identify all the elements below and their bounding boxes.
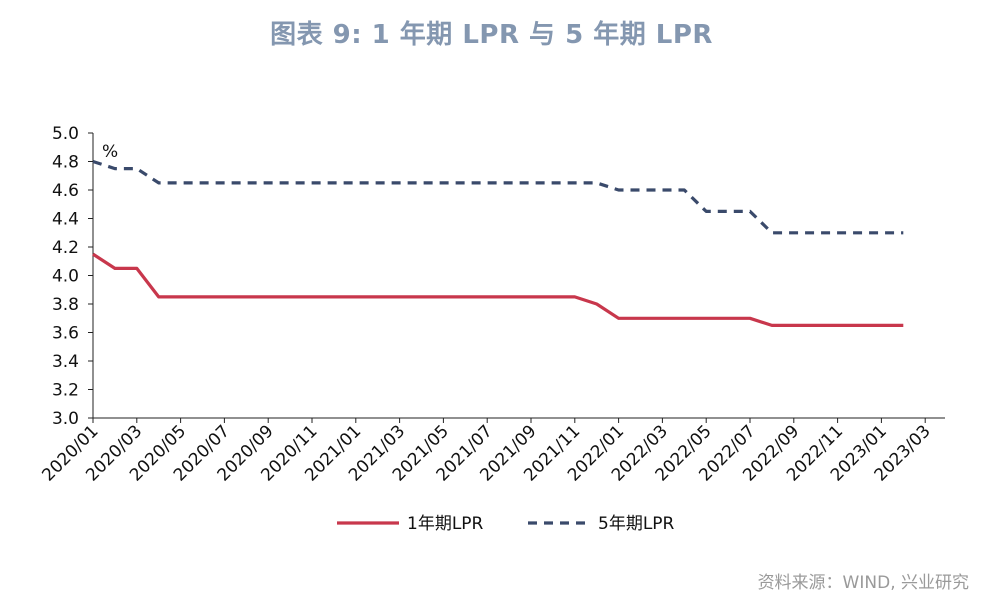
- y-tick-label: 4.4: [52, 210, 79, 230]
- y-tick-label: 3.0: [52, 409, 79, 429]
- y-tick-label: 3.6: [52, 324, 79, 344]
- series-line-1: [92, 159, 904, 235]
- chart-series: [92, 159, 904, 327]
- y-tick-label: 4.2: [52, 238, 79, 258]
- legend-label-0: 1年期LPR: [407, 514, 484, 534]
- series-line-0: [92, 252, 904, 327]
- chart-title: 图表 9: 1 年期 LPR 与 5 年期 LPR: [270, 20, 713, 50]
- legend-label-1: 5年期LPR: [598, 514, 675, 534]
- chart-axes: 3.03.23.43.63.84.04.24.44.64.85.02020/01…: [38, 124, 945, 485]
- unit-label: %: [102, 142, 118, 162]
- y-tick-label: 4.0: [52, 267, 79, 287]
- y-tick-label: 5.0: [52, 124, 79, 144]
- y-tick-label: 4.8: [52, 153, 79, 173]
- chart-legend: 1年期LPR 5年期LPR: [337, 514, 675, 534]
- data-source: 资料来源：WIND, 兴业研究: [757, 573, 969, 593]
- y-tick-label: 3.8: [52, 295, 79, 315]
- y-tick-label: 3.4: [52, 352, 79, 372]
- y-tick-label: 4.6: [52, 181, 79, 201]
- y-tick-label: 3.2: [52, 381, 79, 401]
